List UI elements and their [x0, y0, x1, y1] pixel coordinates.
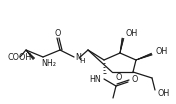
Text: O: O [55, 30, 61, 38]
Text: OH: OH [125, 30, 137, 38]
Text: HN: HN [89, 74, 101, 84]
Text: NH₂: NH₂ [41, 58, 56, 67]
Text: H: H [79, 58, 84, 64]
Text: OH: OH [157, 90, 169, 98]
Text: COOH: COOH [7, 53, 31, 61]
Text: O: O [116, 72, 122, 82]
Text: OH: OH [156, 48, 168, 56]
Text: N: N [75, 53, 81, 63]
Text: O: O [132, 76, 138, 84]
